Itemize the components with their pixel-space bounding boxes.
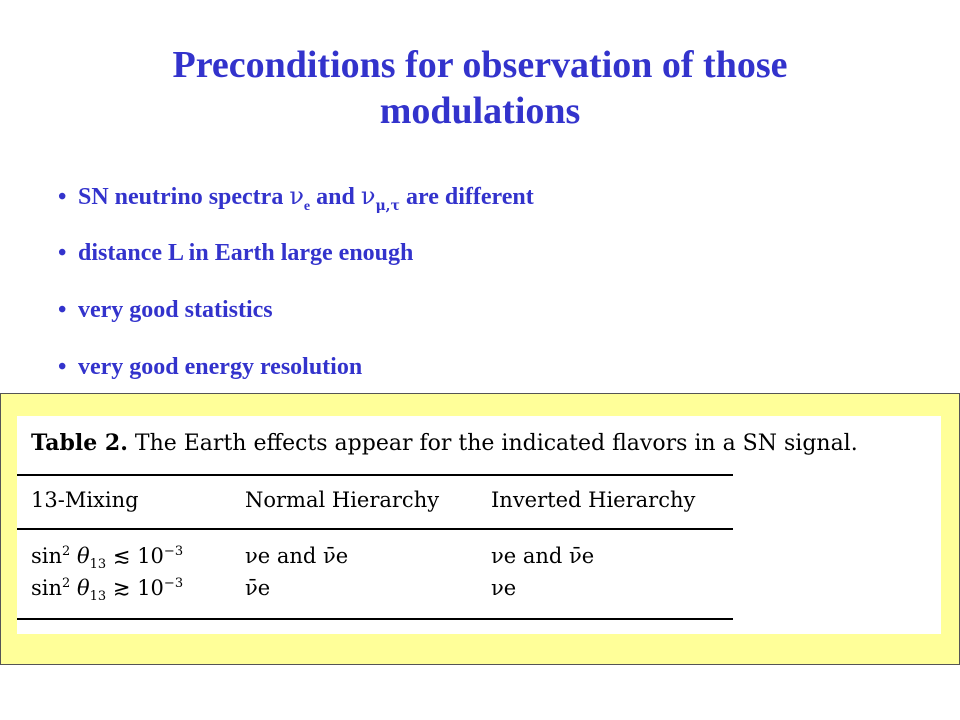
header-inverted: Inverted Hierarchy [491, 488, 696, 512]
caption-label: Table 2. [31, 430, 128, 456]
bullet-item-spectra: • SN neutrino spectra νe and νμ,τ are dif… [58, 176, 534, 233]
sin-fn: sin [31, 576, 63, 600]
bullet-marker: • [58, 240, 67, 266]
header-normal: Normal Hierarchy [245, 488, 440, 512]
title-line-1: Preconditions for observation of those [172, 44, 788, 86]
bound-base: 10 [137, 544, 164, 568]
header-mixing: 13-Mixing [31, 488, 139, 512]
header-rule [17, 528, 733, 530]
bullet-text: distance L in Earth large enough [78, 240, 414, 266]
theta-subscript: 13 [89, 589, 107, 605]
row-2-mixing: sin2 θ13 ≳ 10−3 [31, 576, 183, 604]
flavor-subscript: μ,τ [375, 198, 400, 214]
table-caption: Table 2. The Earth effects appear for th… [31, 430, 858, 456]
bound-base: 10 [137, 576, 164, 600]
table-panel: Table 2. The Earth effects appear for th… [0, 393, 960, 665]
row-1-inverted: νe and ν̄e [491, 544, 595, 568]
title-line-2: modulations [379, 90, 581, 132]
slide-title: Preconditions for observation of those m… [80, 42, 880, 134]
exponent: 2 [62, 576, 71, 591]
theta-subscript: 13 [89, 557, 107, 573]
bottom-rule [17, 618, 733, 620]
bullet-text: are different [399, 184, 534, 210]
exponent: 2 [62, 544, 71, 559]
theta-symbol: θ [77, 576, 90, 600]
bullet-text: very good statistics [78, 297, 273, 323]
theta-symbol: θ [77, 544, 90, 568]
relation-symbol: ≳ [112, 576, 131, 600]
row-1-normal: νe and ν̄e [245, 544, 349, 568]
flavor-subscript: e [303, 199, 311, 214]
bound-exponent: −3 [163, 544, 184, 559]
top-rule [17, 474, 733, 476]
sin-fn: sin [31, 544, 63, 568]
row-2-inverted: νe [491, 576, 517, 600]
bound-exponent: −3 [163, 576, 184, 591]
bullet-text: SN neutrino spectra [78, 184, 290, 210]
bullet-text: very good energy resolution [78, 354, 363, 380]
bullet-marker: • [58, 354, 67, 380]
nu-symbol: ν [360, 182, 376, 210]
row-1-mixing: sin2 θ13 ≲ 10−3 [31, 544, 183, 572]
bullet-marker: • [58, 297, 67, 323]
nu-symbol: ν [289, 182, 304, 210]
caption-text: The Earth effects appear for the indicat… [134, 431, 858, 456]
bullet-text: and [310, 184, 361, 210]
bullet-list: • SN neutrino spectra νe and νμ,τ are dif… [58, 176, 534, 404]
relation-symbol: ≲ [112, 544, 131, 568]
bullet-item-resolution: • very good energy resolution [58, 347, 534, 404]
bullet-item-statistics: • very good statistics [58, 290, 534, 347]
table-figure: Table 2. The Earth effects appear for th… [17, 416, 941, 634]
row-2-normal: ν̄e [245, 576, 271, 600]
bullet-item-distance: • distance L in Earth large enough [58, 233, 534, 290]
bullet-marker: • [58, 184, 67, 210]
